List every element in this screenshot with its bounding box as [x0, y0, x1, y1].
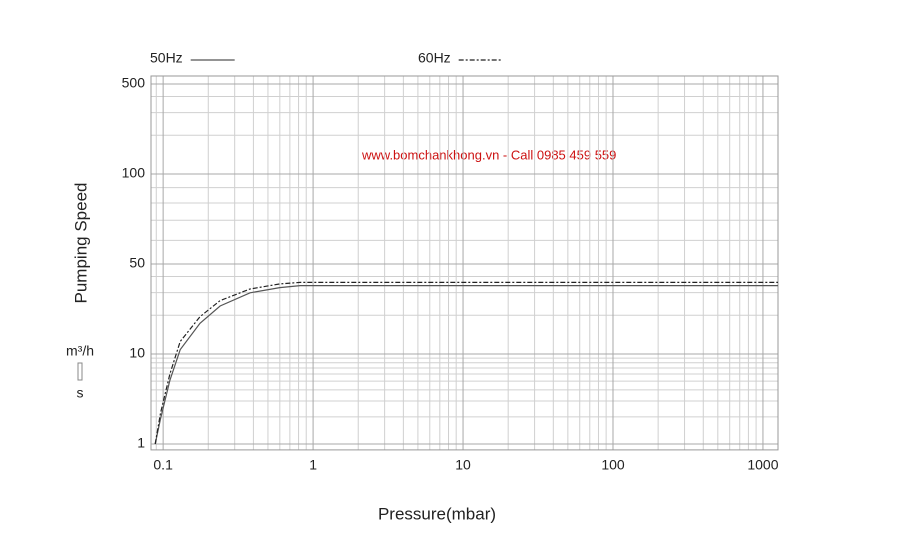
y-unit-bottom: s	[77, 385, 84, 401]
unit-divider	[77, 362, 83, 381]
series-line	[154, 285, 778, 445]
y-tick-label: 500	[122, 75, 146, 91]
x-tick-label: 100	[601, 457, 625, 473]
y-tick-label: 100	[122, 165, 146, 181]
series-line	[154, 281, 778, 445]
legend-label: 50Hz	[150, 50, 183, 66]
y-tick-label: 10	[129, 345, 145, 361]
x-tick-label: 0.1	[153, 457, 173, 473]
y-tick-label: 1	[137, 435, 145, 451]
y-axis-label: Pumping Speed	[71, 183, 90, 304]
plot-frame	[150, 75, 779, 451]
y-tick-label: 50	[129, 255, 145, 271]
x-tick-label: 1000	[747, 457, 778, 473]
x-tick-label: 10	[455, 457, 471, 473]
legend-label: 60Hz	[418, 50, 451, 66]
x-axis-label: Pressure(mbar)	[378, 504, 496, 523]
watermark: www.bomchankhong.vn - Call 0985 459 559	[361, 147, 616, 162]
x-tick-label: 1	[309, 457, 317, 473]
y-unit-top: m³/h	[66, 343, 94, 359]
